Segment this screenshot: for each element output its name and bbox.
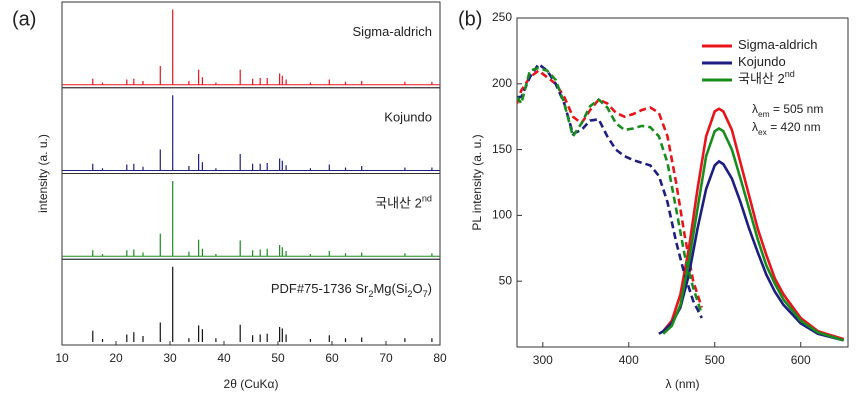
y-tick-label: 250 bbox=[492, 10, 512, 24]
text-part: = 505 nm bbox=[770, 102, 824, 116]
emission-curve bbox=[662, 126, 845, 342]
text-part: O bbox=[412, 282, 422, 297]
y-axis-label: intensity (a. u.) bbox=[36, 134, 50, 213]
x-axis-label: 2θ (CuKα) bbox=[224, 377, 279, 391]
x-tick-label: 40 bbox=[217, 351, 231, 365]
pattern-label: Sigma-aldrich bbox=[353, 24, 432, 39]
excitation-curve bbox=[517, 66, 704, 315]
text-part: 국내산 2 bbox=[375, 196, 422, 211]
emission-curve bbox=[662, 107, 845, 341]
pattern-label: 국내산 2nd bbox=[375, 194, 432, 211]
excitation-curve bbox=[517, 68, 704, 308]
x-tick-label: 300 bbox=[533, 353, 553, 367]
x-tick-label: 500 bbox=[705, 353, 725, 367]
text-part: Kojundo bbox=[384, 110, 432, 125]
text-part: 7 bbox=[423, 290, 428, 300]
text-part: nd bbox=[422, 194, 432, 204]
x-tick-label: 70 bbox=[379, 351, 393, 365]
text-part: λ bbox=[752, 102, 758, 116]
y-tick-label: 150 bbox=[492, 142, 512, 156]
x-tick-label: 400 bbox=[619, 353, 639, 367]
plot-frame bbox=[516, 17, 849, 348]
x-tick-label: 80 bbox=[433, 351, 447, 365]
x-axis-label: λ (nm) bbox=[666, 377, 700, 391]
legend-label: Sigma-aldrich bbox=[738, 37, 817, 52]
x-tick-label: 600 bbox=[791, 353, 811, 367]
emission-curve bbox=[658, 159, 845, 342]
text-part: 국내산 2 bbox=[738, 71, 785, 86]
plot-area bbox=[517, 62, 845, 342]
x-tick-label: 20 bbox=[109, 351, 123, 365]
x-tick-label: 10 bbox=[55, 351, 69, 365]
y-tick-label: 100 bbox=[492, 208, 512, 222]
panel-label: (a) bbox=[12, 8, 36, 30]
text-part: 2 bbox=[368, 290, 373, 300]
sub-panel bbox=[61, 1, 441, 89]
legend-label: 국내산 2nd bbox=[738, 69, 795, 86]
text-part: λ bbox=[752, 120, 758, 134]
sub-panel bbox=[61, 87, 441, 174]
pattern-label: PDF#75-1736 Sr2Mg(Si2O7) bbox=[271, 282, 432, 300]
text-part: Kojundo bbox=[738, 54, 786, 69]
text-part: ex bbox=[758, 127, 768, 137]
text-part: nd bbox=[785, 69, 795, 79]
text-part: ) bbox=[428, 282, 432, 297]
pattern-label: Kojundo bbox=[384, 110, 432, 125]
y-axis-label: PL intensity (a. u.) bbox=[470, 134, 484, 230]
text-part: PDF#75-1736 Sr bbox=[271, 282, 369, 297]
x-tick-label: 50 bbox=[271, 351, 285, 365]
y-tick-label: 50 bbox=[499, 273, 513, 287]
text-part: Sigma-aldrich bbox=[353, 24, 432, 39]
x-tick-label: 30 bbox=[163, 351, 177, 365]
sub-panel bbox=[61, 258, 441, 346]
text-part: = 420 nm bbox=[767, 120, 821, 134]
annotation: λex = 420 nm bbox=[752, 120, 821, 137]
annotation: λem = 505 nm bbox=[752, 102, 823, 119]
text-part: Sigma-aldrich bbox=[738, 37, 817, 52]
legend-label: Kojundo bbox=[738, 54, 786, 69]
y-tick-label: 200 bbox=[492, 76, 512, 90]
panel-label: (b) bbox=[458, 8, 482, 30]
x-tick-label: 60 bbox=[325, 351, 339, 365]
text-part: em bbox=[758, 109, 770, 119]
sub-panel bbox=[61, 173, 441, 260]
text-part: 2 bbox=[407, 290, 412, 300]
text-part: Mg(Si bbox=[373, 282, 407, 297]
